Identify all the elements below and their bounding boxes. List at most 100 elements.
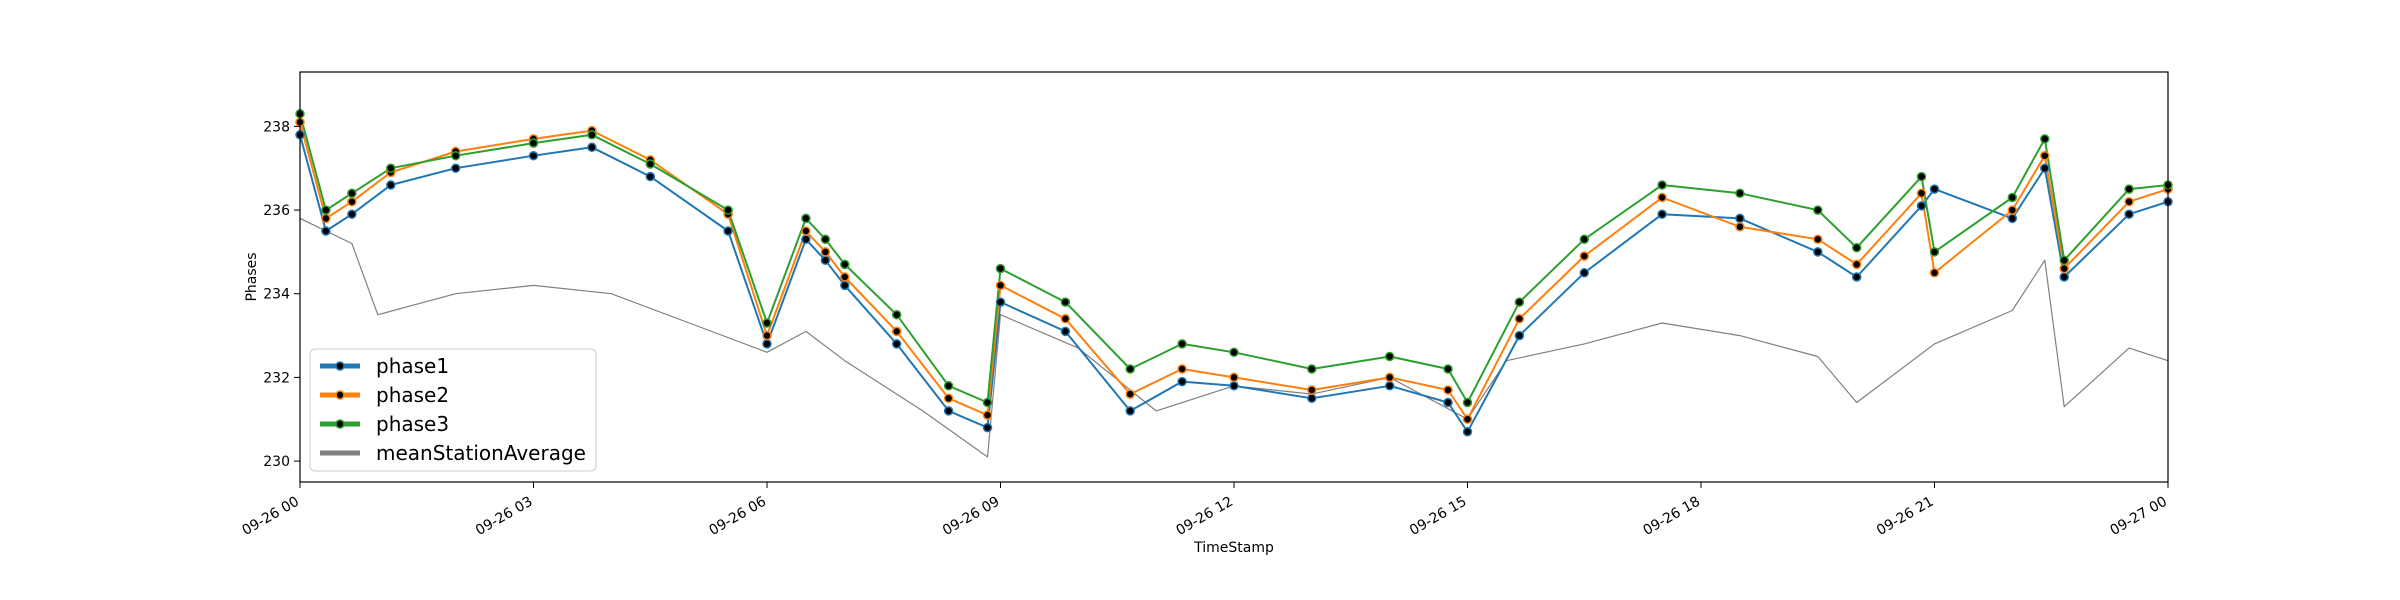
phase3-point xyxy=(943,381,954,391)
phase3-point xyxy=(587,130,597,140)
phase2-point xyxy=(943,393,954,404)
phase3-point xyxy=(1229,347,1239,358)
phase1-point xyxy=(891,339,902,349)
phase1-point xyxy=(840,280,850,291)
phase2-point xyxy=(995,280,1006,291)
phase1-point xyxy=(2007,213,2018,224)
phase3-point xyxy=(820,234,831,245)
phase3-point xyxy=(1916,171,1927,182)
legend-label: meanStationAverage xyxy=(376,441,586,465)
phase1-point xyxy=(1514,330,1525,341)
legend-box xyxy=(309,348,597,472)
phase1-point xyxy=(1657,209,1667,219)
phase1-point xyxy=(943,406,954,416)
x-axis: 09-26 00 09-26 03 09-26 06 09-26 09 09-26 12… xyxy=(239,482,2170,539)
phase3-point xyxy=(1177,339,1187,349)
phase3-point xyxy=(1125,364,1135,374)
phase3-point xyxy=(2007,192,2018,203)
phase3-point xyxy=(1307,364,1317,374)
x-tick-label: 09-26 12 xyxy=(1173,494,1236,539)
phase1-point xyxy=(982,422,993,433)
phase2-point xyxy=(2040,150,2050,161)
phase3-point xyxy=(1657,180,1667,190)
phase2-point xyxy=(982,410,993,420)
phase3-point xyxy=(1514,297,1525,307)
x-tick-label: 09-26 21 xyxy=(1874,494,1937,539)
x-tick-label: 09-27 00 xyxy=(2107,494,2170,539)
phase2-point xyxy=(762,330,772,341)
phase2-point xyxy=(1657,192,1667,203)
phase3-point xyxy=(321,205,331,215)
phase3-point xyxy=(840,259,850,270)
phase2-point xyxy=(1514,314,1525,324)
phase3-point xyxy=(1929,247,1940,257)
legend-marker xyxy=(335,419,345,429)
y-tick-label: 236 xyxy=(263,203,290,219)
phase3-point xyxy=(2040,134,2050,144)
phase3-point xyxy=(891,309,902,320)
phase1-point xyxy=(1813,247,1823,257)
phase3-point xyxy=(450,150,461,161)
phase1-point xyxy=(587,142,597,153)
phase1-point xyxy=(1851,272,1862,282)
phase1-point xyxy=(1443,397,1453,408)
phase2-point xyxy=(1579,251,1590,261)
phase2-point xyxy=(1443,385,1453,395)
series-markers xyxy=(295,109,2173,437)
phase1-point xyxy=(1384,381,1395,391)
phase2-point xyxy=(1307,385,1317,395)
x-tick-label: 09-26 03 xyxy=(473,494,536,539)
y-tick-label: 230 xyxy=(263,454,290,470)
phase1-point xyxy=(801,234,811,245)
phase1-point xyxy=(1307,393,1317,404)
phase2-point xyxy=(1735,222,1745,232)
legend-label: phase1 xyxy=(376,354,449,378)
phase3-point xyxy=(801,213,811,224)
legend-label: phase3 xyxy=(376,412,449,436)
phase1-point xyxy=(1929,184,1940,194)
phase1-point xyxy=(386,180,396,190)
x-tick-label: 09-26 00 xyxy=(239,494,302,539)
phase1-point xyxy=(723,226,733,236)
phase2-point xyxy=(2059,263,2069,274)
phase3-point xyxy=(1443,364,1453,374)
phase2-line xyxy=(299,121,2169,421)
phase3-point xyxy=(982,397,993,408)
phase3-point xyxy=(1735,188,1745,199)
y-axis: 230 232 234 236 238 xyxy=(263,119,300,470)
phase2-point xyxy=(1060,314,1071,324)
x-tick-label: 09-26 18 xyxy=(1640,494,1703,539)
phase1-point xyxy=(528,150,539,161)
phase2-point xyxy=(1929,268,1940,278)
phase2-point xyxy=(820,247,831,257)
phase1-point xyxy=(820,255,831,266)
phase3-point xyxy=(762,318,772,328)
legend: phase1 phase2 phase3 meanStationAverage xyxy=(309,348,597,472)
x-tick-label: 09-26 15 xyxy=(1407,494,1470,539)
x-tick-label: 09-26 06 xyxy=(706,494,769,539)
phase2-point xyxy=(1229,372,1239,383)
phase3-point xyxy=(528,138,539,148)
phase1-point xyxy=(2124,209,2134,219)
phase1-point xyxy=(1579,268,1590,278)
phase3-line xyxy=(299,113,2169,404)
phase3-point xyxy=(2124,184,2134,194)
legend-marker xyxy=(335,390,345,400)
phase1-point xyxy=(347,209,357,219)
phase1-point xyxy=(450,163,461,173)
phase1-point xyxy=(1125,406,1135,416)
phase2-point xyxy=(891,326,902,337)
y-tick-label: 238 xyxy=(263,119,290,135)
legend-label: phase2 xyxy=(376,383,449,407)
phase1-point xyxy=(1229,381,1239,391)
phase2-point xyxy=(2124,196,2134,207)
phase2-point xyxy=(1462,414,1473,424)
phase2-point xyxy=(1384,372,1395,383)
phase1-point xyxy=(2059,272,2069,282)
phase2-point xyxy=(2007,205,2018,215)
legend-marker xyxy=(335,361,345,371)
x-axis-label: TimeStamp xyxy=(1193,540,1274,556)
y-tick-label: 232 xyxy=(263,370,290,386)
phase2-point xyxy=(347,196,357,207)
